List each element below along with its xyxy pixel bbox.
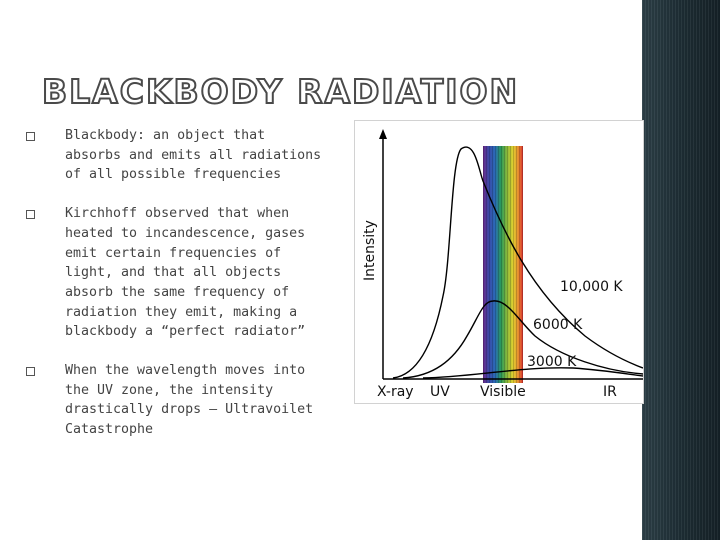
visible-spectrum-band	[483, 146, 523, 383]
blackbody-chart: Intensity 10,000 K 6000 K 3000 K X-ray U…	[354, 120, 644, 404]
bullet-marker-icon	[26, 132, 35, 141]
series-label-10000k: 10,000 K	[560, 279, 623, 295]
side-decor-bar	[642, 0, 720, 540]
bullet-text: Kirchhoff observed that when heated to i…	[65, 206, 306, 340]
bullet-item: Blackbody: an object that absorbs and em…	[26, 126, 326, 185]
region-label-ir: IR	[603, 384, 617, 400]
region-label-uv: UV	[430, 384, 450, 400]
series-label-6000k: 6000 K	[533, 317, 583, 333]
bullet-text: Blackbody: an object that absorbs and em…	[65, 128, 322, 183]
series-line-3000k	[422, 367, 643, 379]
series-label-3000k: 3000 K	[527, 354, 577, 370]
slide-title: BLACKBODY RADIATION	[41, 71, 520, 112]
series-line-10000k	[392, 146, 643, 379]
bullet-list: Blackbody: an object that absorbs and em…	[26, 126, 326, 440]
bullet-marker-icon	[26, 210, 35, 220]
bullet-item: Kirchhoff observed that when heated to i…	[26, 204, 326, 342]
y-axis-arrow-icon	[379, 129, 387, 139]
region-label-xray: X-ray	[377, 384, 414, 400]
series-line-6000k	[402, 300, 643, 379]
blackbody-chart-svg: Intensity 10,000 K 6000 K 3000 K X-ray U…	[362, 129, 643, 400]
region-label-visible: Visible	[480, 384, 526, 400]
bullet-marker-icon	[26, 367, 35, 377]
bullet-text: When the wavelength moves into the UV zo…	[65, 363, 314, 438]
bullet-item: When the wavelength moves into the UV zo…	[26, 361, 326, 440]
y-axis-label: Intensity	[362, 220, 378, 281]
